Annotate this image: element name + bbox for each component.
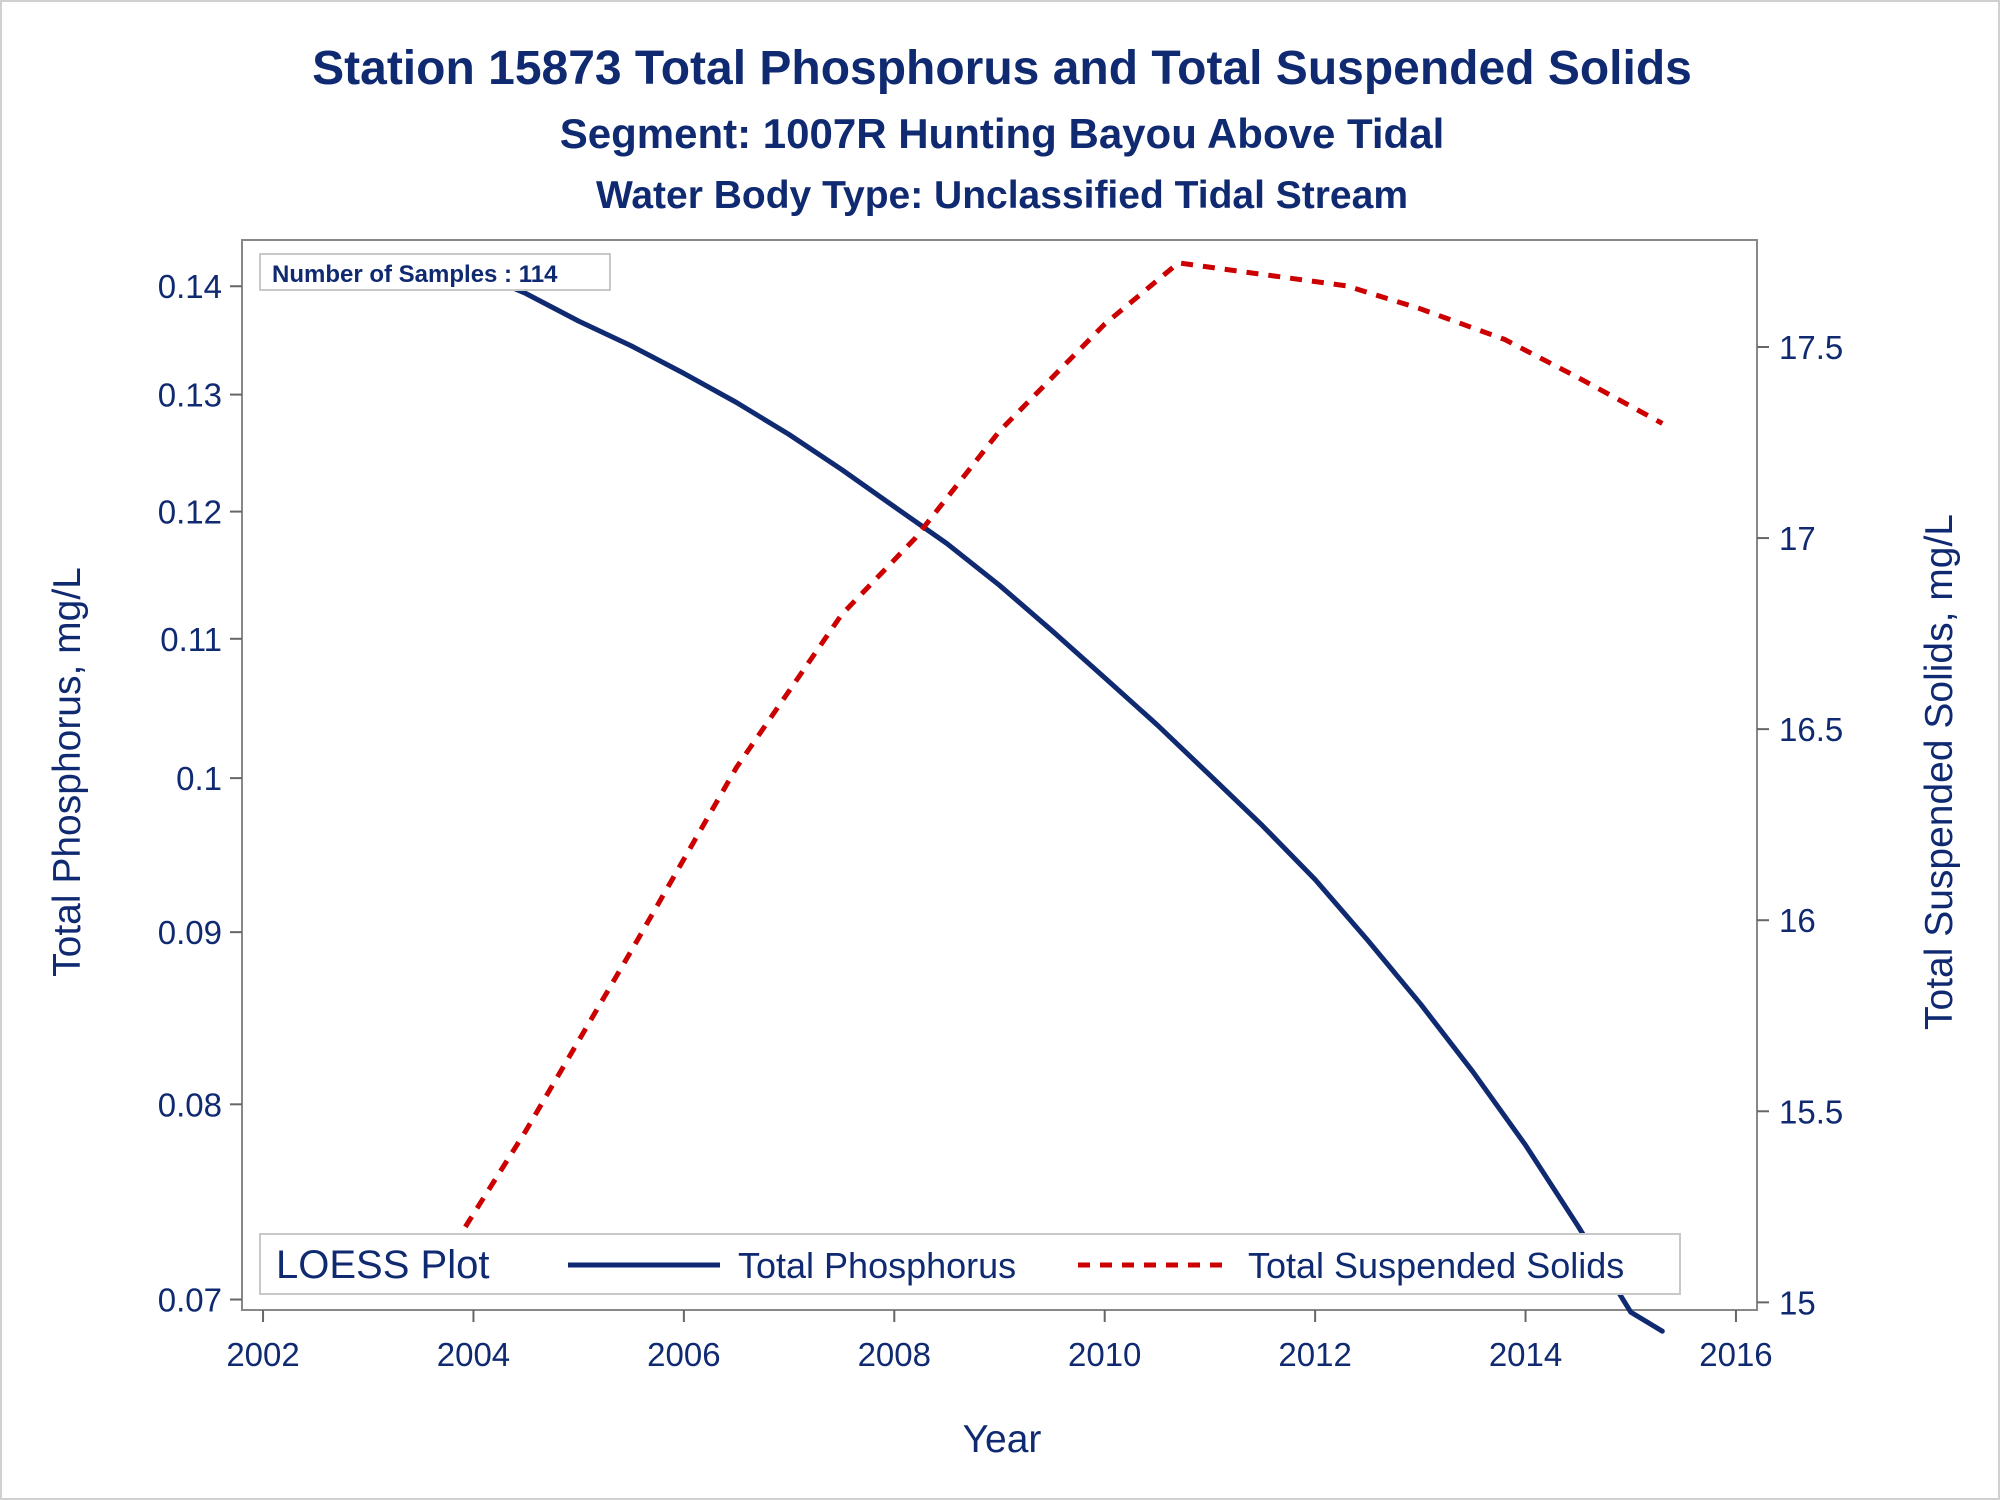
y-left-tick-label: 0.14: [158, 268, 222, 305]
x-tick-label: 2004: [437, 1336, 510, 1373]
x-tick-label: 2012: [1278, 1336, 1351, 1373]
legend-label-total-phosphorus: Total Phosphorus: [738, 1245, 1016, 1286]
plot-area: [241, 239, 1758, 1311]
sample-count-label: Number of Samples : 114: [272, 261, 558, 288]
series-layer: [439, 257, 1665, 1334]
y-left-tick-label: 0.1: [176, 760, 222, 797]
y-right-tick-label: 17.5: [1779, 329, 1843, 366]
y-right-tick-label: 16: [1779, 902, 1816, 939]
y-right-tick-label: 15: [1779, 1284, 1816, 1321]
legend-box: [259, 1233, 1681, 1295]
x-tick-label: 2016: [1699, 1336, 1772, 1373]
chart-title: Station 15873 Total Phosphorus and Total…: [312, 42, 1692, 95]
chart-subtitle2: Water Body Type: Unclassified Tidal Stre…: [596, 174, 1408, 217]
y-left-tick-label: 0.07: [158, 1282, 222, 1319]
x-tick-label: 2010: [1068, 1336, 1141, 1373]
y-left-tick-label: 0.11: [160, 621, 222, 658]
plot-border: [241, 239, 1758, 1311]
axes: 2002 2004 2006 2008 2010 2012 2014 2016 0.07 0.08…: [158, 268, 1843, 1373]
x-tick-label: 2006: [647, 1336, 720, 1373]
x-tick-label: 2008: [858, 1336, 931, 1373]
y-axis-label-right: Total Suspended Solids, mg/L: [1918, 514, 1961, 1030]
y-left-tick-label: 0.08: [158, 1086, 222, 1123]
y-right-tick-label: 16.5: [1779, 711, 1843, 748]
y-left-tick-label: 0.12: [158, 494, 222, 531]
y-right-tick-label: 15.5: [1779, 1093, 1843, 1130]
x-tick-label: 2002: [226, 1336, 299, 1373]
x-axis-label: Year: [963, 1418, 1042, 1461]
legend-title: LOESS Plot: [276, 1243, 489, 1287]
y-right-tick-label: 17: [1779, 520, 1816, 557]
y-left-tick-label: 0.09: [158, 914, 222, 951]
series-line-total-phosphorus: [439, 257, 1665, 1334]
y-axis-label-left: Total Phosphorus, mg/L: [46, 567, 89, 977]
sample-count-box: Number of Samples : 114: [259, 253, 611, 291]
x-tick-label: 2014: [1489, 1336, 1562, 1373]
series-line-total-suspended-solids: [439, 260, 1664, 1266]
legend-label-total-suspended-solids: Total Suspended Solids: [1248, 1245, 1624, 1286]
y-left-tick-label: 0.13: [158, 377, 222, 414]
chart-subtitle: Segment: 1007R Hunting Bayou Above Tidal: [560, 110, 1444, 157]
legend: LOESS Plot Total Phosphorus Total Suspen…: [259, 1233, 1681, 1295]
